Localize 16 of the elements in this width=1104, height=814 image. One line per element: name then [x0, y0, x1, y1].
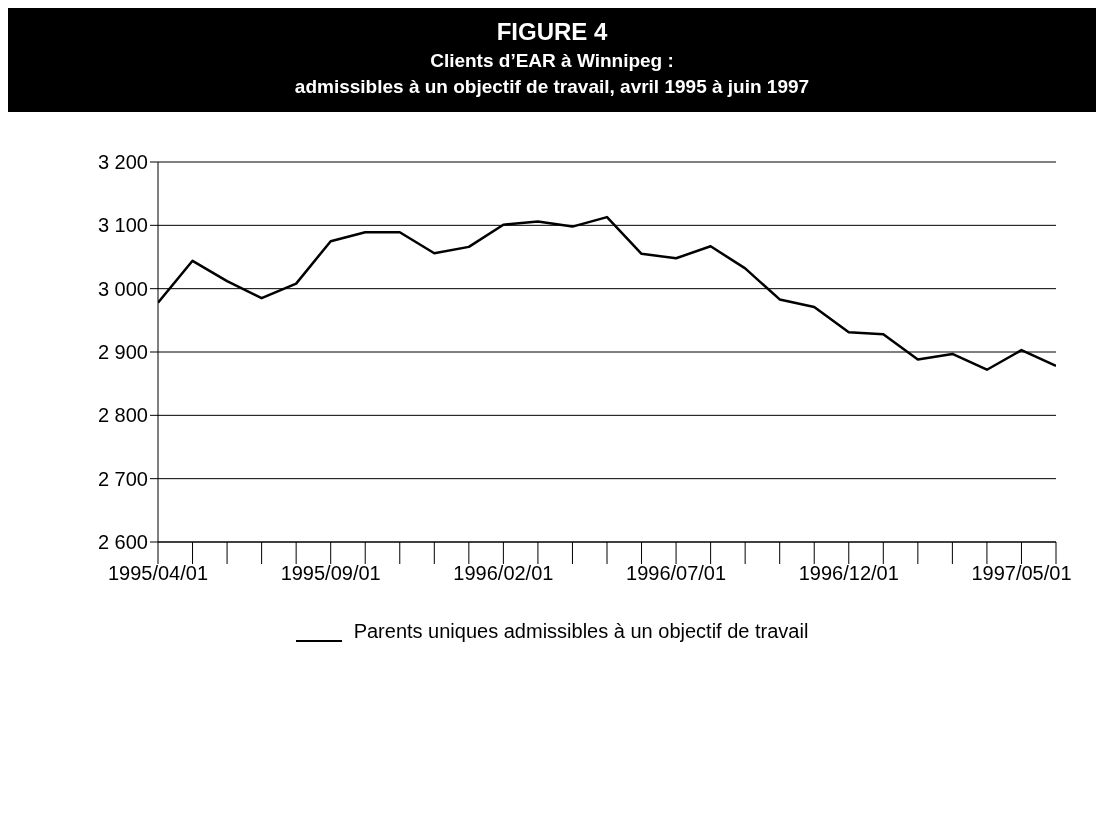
x-tick-label: 1997/05/01	[971, 562, 1072, 585]
y-tick-label: 2 700	[97, 467, 148, 490]
y-tick-label: 2 900	[97, 341, 148, 364]
legend-label: Parents uniques admissibles à un objectif de travail	[353, 620, 809, 643]
y-tick-label: 3 000	[97, 277, 148, 300]
y-tick-label: 2 800	[97, 404, 148, 427]
x-tick-label: 1996/12/01	[798, 562, 899, 585]
y-tick-label: 3 200	[97, 151, 148, 174]
y-tick-label: 3 100	[97, 214, 148, 237]
chart-title: FIGURE 4	[495, 18, 609, 46]
x-tick-label: 1996/07/01	[626, 562, 727, 585]
x-tick-label: 1995/04/01	[107, 562, 209, 585]
x-tick-label: 1995/09/01	[280, 562, 381, 585]
chart-subtitle: Clients d’EAR à Winnipeg : admissibles à un objectif de travail, avril 1995 à juin 1997	[293, 50, 811, 98]
x-tick-label: 1996/02/01	[453, 562, 554, 585]
y-tick-label: 2 600	[97, 531, 148, 554]
